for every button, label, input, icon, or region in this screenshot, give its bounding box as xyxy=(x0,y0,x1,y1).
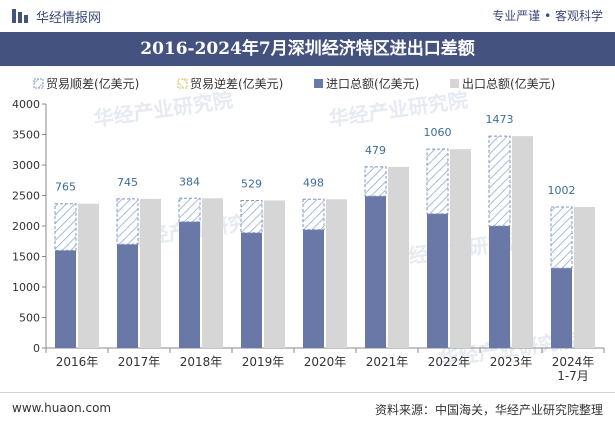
import-bar-8 xyxy=(551,268,572,348)
surplus-bar-6 xyxy=(426,148,449,215)
y-tick-label-1: 500 xyxy=(19,312,40,325)
legend-swatch-1 xyxy=(177,78,188,89)
y-tick-label-3: 1500 xyxy=(12,251,40,264)
x-tick-label-6: 2022年 xyxy=(428,355,471,369)
x-tick-label-3: 2019年 xyxy=(242,355,285,369)
y-tick-label-4: 2000 xyxy=(12,220,40,233)
y-tick-label-7: 3500 xyxy=(12,129,40,142)
legend-label-1: 贸易逆差(亿美元) xyxy=(190,76,283,91)
x-tick-label-8: 2024年 xyxy=(552,355,595,369)
surplus-bar-5 xyxy=(364,166,387,197)
surplus-data-label-8: 1002 xyxy=(548,184,576,197)
surplus-data-label-1: 745 xyxy=(117,176,138,189)
export-bar-1 xyxy=(140,198,161,348)
y-tick-label-0: 0 xyxy=(33,342,40,355)
surplus-bar-4 xyxy=(302,198,325,231)
import-bar-5 xyxy=(365,196,386,348)
x-tick-label-5: 2021年 xyxy=(366,355,409,369)
import-bar-6 xyxy=(427,213,448,348)
surplus-bar-1 xyxy=(116,198,139,245)
import-bar-2 xyxy=(179,221,200,348)
surplus-data-label-4: 498 xyxy=(303,176,324,189)
footer-source: 资料来源：中国海关，华经产业研究院整理 xyxy=(374,403,603,417)
export-bar-2 xyxy=(202,198,223,348)
surplus-data-label-6: 1060 xyxy=(424,126,452,139)
brand-logo-icon xyxy=(12,9,28,23)
surplus-data-label-0: 765 xyxy=(55,181,76,194)
legend-label-0: 贸易顺差(亿美元) xyxy=(46,76,139,91)
y-tick-label-6: 3000 xyxy=(12,159,40,172)
watermark-text-0: 华经产业研究院 xyxy=(92,88,234,131)
chart-area: 华经产业研究院华经产业研究院华经产业研究院华经产业研究院华经产业研究院 贸易顺差… xyxy=(12,76,605,383)
import-bar-4 xyxy=(303,229,324,348)
export-bar-6 xyxy=(450,149,471,348)
export-bar-4 xyxy=(326,199,347,348)
export-bar-3 xyxy=(264,200,285,348)
legend-swatch-2 xyxy=(314,79,323,88)
legend-label-2: 进口总额(亿美元) xyxy=(326,76,419,91)
surplus-bar-8 xyxy=(550,206,573,269)
footer-divider xyxy=(0,392,615,393)
y-tick-label-8: 4000 xyxy=(12,98,40,111)
chart-title: 2016-2024年7月深圳经济特区进出口差额 xyxy=(140,39,475,59)
surplus-data-label-2: 384 xyxy=(179,175,200,188)
legend-label-3: 出口总额(亿美元) xyxy=(462,76,555,91)
export-bar-0 xyxy=(78,203,99,348)
surplus-data-label-5: 479 xyxy=(365,144,386,157)
watermark-text-1: 华经产业研究院 xyxy=(327,88,469,131)
y-tick-label-5: 2500 xyxy=(12,190,40,203)
surplus-data-label-7: 1473 xyxy=(486,113,514,126)
brand-tagline: 专业严谨 • 客观科学 xyxy=(492,9,603,23)
x-tick-label-8-1: 1-7月 xyxy=(557,369,589,383)
title-bar: 2016-2024年7月深圳经济特区进出口差额 xyxy=(0,32,615,66)
surplus-bar-0 xyxy=(54,203,77,251)
import-bar-0 xyxy=(55,250,76,348)
x-tick-label-7: 2023年 xyxy=(490,355,533,369)
brand-name: 华经情报网 xyxy=(36,11,102,26)
surplus-data-label-3: 529 xyxy=(241,177,262,190)
top-bar: 华经情报网 专业严谨 • 客观科学 xyxy=(0,0,615,32)
import-bar-3 xyxy=(241,232,262,348)
import-bar-7 xyxy=(489,226,510,348)
x-tick-label-4: 2020年 xyxy=(304,355,347,369)
legend-swatch-0 xyxy=(33,78,44,89)
x-tick-label-1: 2017年 xyxy=(118,355,161,369)
import-bar-1 xyxy=(117,244,138,348)
legend-swatch-3 xyxy=(450,79,459,88)
x-tick-label-2: 2018年 xyxy=(180,355,223,369)
export-bar-7 xyxy=(512,136,533,348)
surplus-bar-2 xyxy=(178,197,201,223)
x-tick-label-0: 2016年 xyxy=(56,355,99,369)
footer-website: www.huaon.com xyxy=(12,401,112,415)
surplus-bar-3 xyxy=(240,199,263,234)
export-bar-8 xyxy=(574,206,595,348)
export-bar-5 xyxy=(388,166,409,348)
surplus-bar-7 xyxy=(488,135,511,227)
y-tick-label-2: 1000 xyxy=(12,281,40,294)
